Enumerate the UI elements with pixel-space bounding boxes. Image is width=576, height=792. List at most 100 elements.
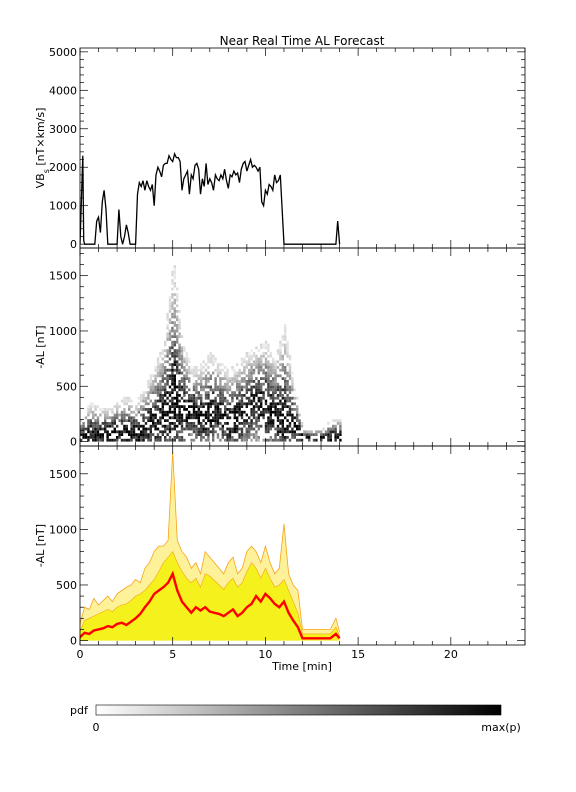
pdf-cell: [288, 396, 292, 400]
pdf-cell: [142, 430, 145, 434]
pdf-cell: [276, 433, 280, 436]
pdf-cell: [164, 391, 167, 394]
pdf-cell: [284, 349, 287, 352]
pdf-cell: [128, 413, 131, 417]
pdf-cell: [149, 427, 152, 431]
pdf-cell: [166, 338, 169, 341]
x-axis: Time [min] 0 5 10 15 20: [77, 648, 458, 673]
pdf-cell: [99, 433, 102, 436]
pdf-cell: [248, 416, 251, 420]
pdf-cell: [87, 413, 90, 417]
pdf-cell: [149, 419, 152, 422]
pdf-cell: [272, 422, 275, 425]
pdf-cell: [166, 374, 169, 378]
pdf-cell: [214, 416, 217, 420]
pdf-cell: [197, 416, 200, 420]
pdf-cell: [219, 438, 222, 442]
pdf-cell: [147, 416, 150, 420]
pdf-cell: [106, 413, 109, 417]
pdf-cell: [300, 433, 304, 436]
pdf-cell: [152, 405, 155, 408]
pdf-cell: [305, 433, 308, 436]
pdf-cell: [200, 380, 203, 383]
pdf-cell: [336, 436, 340, 439]
pdf-cell: [281, 419, 284, 422]
pdf-cell: [252, 405, 256, 408]
pdf-cell: [228, 436, 232, 439]
pdf-cell: [154, 366, 157, 369]
pdf-cell: [188, 377, 191, 380]
pdf-cell: [204, 385, 208, 389]
pdf-cell: [267, 349, 270, 352]
pdf-cell: [120, 419, 124, 422]
pdf-cell: [154, 380, 157, 383]
pdf-cell: [267, 360, 270, 364]
pdf-cell: [257, 388, 260, 392]
pdf-cell: [231, 394, 234, 397]
pdf-cell: [164, 366, 167, 369]
pdf-cell: [214, 396, 217, 400]
pdf-cell: [178, 436, 181, 439]
pdf-cell: [144, 436, 148, 439]
pdf-cell: [262, 354, 265, 358]
y-axis-label-main: -AL [nT]: [34, 524, 47, 567]
pdf-cell: [166, 352, 169, 355]
pdf-cell: [303, 433, 306, 436]
pdf-cell: [104, 427, 107, 431]
pdf-cell: [305, 430, 308, 434]
pdf-cell: [108, 416, 112, 420]
pdf-cell: [245, 363, 248, 366]
pdf-cell: [276, 394, 280, 397]
pdf-cell: [173, 385, 176, 389]
pdf-cell: [123, 402, 126, 406]
pdf-cell: [267, 368, 270, 372]
pdf-cell: [255, 382, 258, 386]
pdf-cell: [156, 357, 160, 361]
pdf-cell: [154, 408, 157, 411]
pdf-cell: [214, 405, 217, 408]
pdf-cell: [147, 380, 150, 383]
pdf-cell: [293, 422, 296, 425]
pdf-cell: [171, 335, 174, 338]
pdf-cell: [327, 438, 330, 442]
pdf-cell: [272, 357, 275, 361]
pdf-cell: [142, 396, 145, 400]
pdf-cell: [286, 427, 289, 431]
pdf-cell: [166, 382, 169, 386]
pdf-cell: [293, 424, 296, 428]
pdf-cell: [164, 368, 167, 372]
pdf-cell: [288, 357, 292, 361]
pdf-cell: [298, 422, 301, 425]
pdf-cell: [202, 388, 205, 392]
pdf-cell: [173, 402, 176, 406]
pdf-cell: [312, 433, 316, 436]
pdf-cell: [238, 433, 241, 436]
pdf-cell: [137, 402, 140, 406]
pdf-cell: [245, 382, 248, 386]
pdf-cell: [267, 388, 270, 392]
pdf-cell: [329, 436, 332, 439]
pdf-cell: [94, 430, 97, 434]
pdf-cell: [118, 419, 121, 422]
pdf-cell: [288, 388, 292, 392]
pdf-cell: [245, 419, 248, 422]
pdf-cell: [216, 371, 220, 375]
pdf-cell: [192, 382, 196, 386]
pdf-cell: [260, 385, 263, 389]
pdf-cell: [168, 374, 172, 378]
pdf-cell: [116, 438, 119, 442]
pdf-cell: [300, 438, 304, 442]
pdf-cell: [269, 380, 272, 383]
pdf-cell: [240, 416, 244, 420]
pdf-cell: [130, 427, 133, 431]
pdf-cell: [252, 360, 256, 364]
pdf-cell: [272, 388, 275, 392]
pdf-cell: [284, 382, 287, 386]
pdf-cell: [269, 366, 272, 369]
plot-area: [80, 265, 342, 442]
pdf-cell: [185, 424, 188, 428]
pdf-cell: [262, 416, 265, 420]
pdf-cell: [130, 422, 133, 425]
panel-frame: [79, 47, 526, 249]
pdf-cell: [226, 422, 229, 425]
